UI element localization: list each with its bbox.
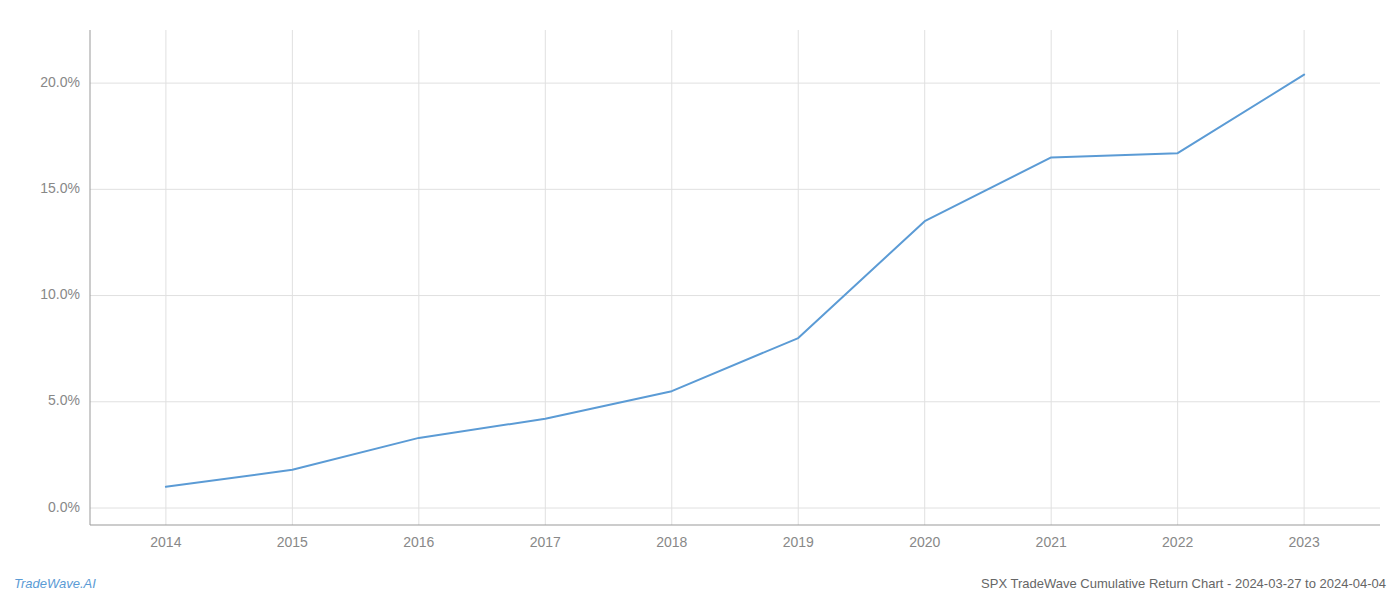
y-tick-label: 15.0% bbox=[40, 180, 80, 196]
x-tick-label: 2016 bbox=[403, 534, 434, 550]
y-tick-label: 20.0% bbox=[40, 74, 80, 90]
x-tick-label: 2023 bbox=[1289, 534, 1320, 550]
watermark: TradeWave.AI bbox=[14, 576, 96, 591]
x-grid-line bbox=[545, 30, 546, 525]
line-series bbox=[166, 75, 1304, 487]
axes: 0.0% 5.0% 10.0% 15.0% 20.0% 2014 2015 2016 2017 2… bbox=[40, 30, 1380, 550]
x-grid-line bbox=[1177, 30, 1178, 525]
x-grid-line bbox=[798, 30, 799, 525]
chart-svg: 0.0% 5.0% 10.0% 15.0% 20.0% 2014 2015 2016 2017 2… bbox=[0, 0, 1400, 600]
x-tick-label: 2014 bbox=[150, 534, 181, 550]
x-grid-line bbox=[1304, 30, 1305, 525]
footer: TradeWave.AI SPX TradeWave Cumulative Ret… bbox=[14, 576, 1386, 591]
y-grid-line bbox=[90, 508, 1380, 509]
plot-area bbox=[166, 75, 1304, 487]
x-axis-line bbox=[90, 525, 1380, 526]
x-tick-label: 2018 bbox=[656, 534, 687, 550]
y-grid-line bbox=[90, 401, 1380, 402]
x-tick-label: 2022 bbox=[1162, 534, 1193, 550]
y-grid-line bbox=[90, 189, 1380, 190]
x-grid-line bbox=[924, 30, 925, 525]
y-tick-label: 5.0% bbox=[48, 392, 80, 408]
x-grid-line bbox=[165, 30, 166, 525]
y-tick-label: 0.0% bbox=[48, 499, 80, 515]
title: SPX TradeWave Cumulative Return Chart - … bbox=[981, 576, 1386, 591]
x-tick-label: 2020 bbox=[909, 534, 940, 550]
x-grid-line bbox=[292, 30, 293, 525]
y-axis-line bbox=[90, 30, 91, 525]
chart-container: 0.0% 5.0% 10.0% 15.0% 20.0% 2014 2015 2016 2017 2… bbox=[0, 0, 1400, 600]
x-tick-label: 2019 bbox=[783, 534, 814, 550]
y-tick-label: 10.0% bbox=[40, 286, 80, 302]
x-grid-line bbox=[671, 30, 672, 525]
x-grid-line bbox=[418, 30, 419, 525]
x-grid-line bbox=[1051, 30, 1052, 525]
y-grid-line bbox=[90, 83, 1380, 84]
x-tick-label: 2015 bbox=[277, 534, 308, 550]
x-tick-label: 2021 bbox=[1036, 534, 1067, 550]
x-tick-label: 2017 bbox=[530, 534, 561, 550]
grid bbox=[90, 30, 1380, 525]
y-grid-line bbox=[90, 295, 1380, 296]
